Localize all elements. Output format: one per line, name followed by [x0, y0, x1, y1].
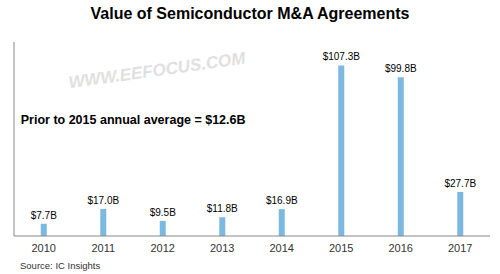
svg-text:$11.8B: $11.8B	[207, 203, 238, 214]
svg-text:$99.8B: $99.8B	[385, 63, 417, 74]
svg-text:2011: 2011	[91, 242, 115, 254]
svg-text:2016: 2016	[389, 242, 413, 254]
html-text:WWW.EEFOCUS.COM: WWW.EEFOCUS.COM	[67, 48, 247, 93]
svg-text:$107.3B: $107.3B	[323, 51, 361, 62]
svg-text:2010: 2010	[32, 242, 56, 254]
svg-text:2013: 2013	[210, 242, 234, 254]
svg-text:2017: 2017	[448, 242, 472, 254]
svg-text:$17.0B: $17.0B	[87, 195, 119, 206]
svg-text:$7.7B: $7.7B	[31, 210, 57, 221]
svg-text:2015: 2015	[329, 242, 353, 254]
svg-text:2012: 2012	[151, 242, 175, 254]
svg-text:2014: 2014	[270, 242, 294, 254]
html-text:Source: IC Insights: Source: IC Insights	[20, 260, 101, 271]
svg-text:$16.9B: $16.9B	[266, 195, 298, 206]
html-text:Value of Semiconductor M&A Agr: Value of Semiconductor M&A Agreements	[90, 5, 410, 22]
svg-text:$9.5B: $9.5B	[150, 207, 176, 218]
html-text:Prior to 2015 annual average =: Prior to 2015 annual average = $12.6B	[20, 112, 246, 127]
svg-text:$27.7B: $27.7B	[444, 178, 476, 189]
